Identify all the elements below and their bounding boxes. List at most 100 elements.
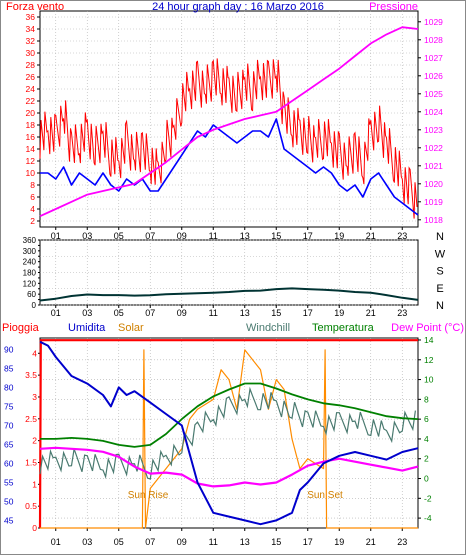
y-right-label-1027: 1027 [424,53,443,63]
pioggia-label-0.5: 0.5 [25,501,37,511]
x-tick-label-11: 11 [209,231,218,241]
temp-label-6: 6 [424,414,429,424]
temp-label-14: 14 [424,335,434,345]
y-left-label-32: 32 [26,36,36,46]
mid-y-label-360: 360 [23,236,37,245]
x-tick-label-03: 03 [82,537,92,547]
x-tick-label-01: 01 [51,537,61,547]
direction-label-3: E [436,283,443,295]
solar-line [40,349,418,529]
mid-y-label-180: 180 [23,269,37,278]
y-left-label-34: 34 [26,24,36,34]
x-tick-label-13: 13 [240,231,250,241]
humidity-line [39,340,419,526]
pioggia-axis: 0 0.5 1 1.5 2 2.5 3 3.5 4 [25,348,40,533]
x-tick-label-19: 19 [334,231,344,241]
y-left-label-36: 36 [26,12,36,22]
mid-y-label-240: 240 [23,258,37,267]
pioggia-label-1.5: 1.5 [25,457,37,467]
y-right-label-1028: 1028 [424,35,443,45]
x-tick-label-23: 23 [397,308,407,318]
umidita-label-75: 75 [4,401,14,411]
x-tick-label-21: 21 [366,308,376,318]
umidita-label-45: 45 [4,515,14,525]
legend-solar: Solar [118,322,144,334]
y-right-label-1026: 1026 [424,71,443,81]
x-tick-label-15: 15 [271,308,281,318]
y-left-label-2: 2 [30,216,35,226]
direction-label-1: W [435,248,446,260]
legend-temperatura: Temperatura [312,322,375,334]
mid-y-label-300: 300 [23,247,37,256]
legend-dewpoint: Dew Point (°C) [391,322,464,334]
mid-y-label-120: 120 [23,279,37,288]
legend-windchill: Windchill [246,322,290,334]
top-series [39,26,419,219]
y-right-label-1022: 1022 [424,143,443,153]
y-right-label-1019: 1019 [424,197,443,207]
umidita-axis: 45 50 55 60 65 70 75 80 85 90 [4,344,14,525]
x-tick-label-17: 17 [303,231,313,241]
y-right-label-1023: 1023 [424,125,443,135]
x-tick-label-03: 03 [82,231,92,241]
temp-label-0: 0 [424,474,429,484]
temp-label--2: -2 [424,493,432,503]
sun-set-label: Sun Set [307,490,343,501]
y-left-label-4: 4 [30,204,35,214]
x-tick-label-17: 17 [303,308,313,318]
umidita-label-90: 90 [4,344,14,354]
y-left-label-20: 20 [26,108,36,118]
bottom-grid [40,338,418,528]
mid-x-axis: 01 03 05 07 09 11 13 15 17 19 21 23 [51,305,407,318]
x-tick-label-01: 01 [51,231,61,241]
x-tick-label-17: 17 [303,537,313,547]
bottom-series [38,339,419,529]
umidita-label-50: 50 [4,496,14,506]
dewpoint-line [39,446,419,488]
x-tick-label-05: 05 [114,308,124,318]
x-tick-label-15: 15 [271,537,281,547]
pressure-line [39,26,419,218]
x-tick-label-09: 09 [177,231,187,241]
umidita-label-55: 55 [4,477,14,487]
temp-label-2: 2 [424,454,429,464]
x-tick-label-21: 21 [366,231,376,241]
umidita-label-65: 65 [4,439,14,449]
y-right-label-1021: 1021 [424,161,443,171]
top-x-axis: 01 03 05 07 09 11 13 15 17 19 21 23 [51,227,407,241]
x-tick-label-13: 13 [240,308,250,318]
y-left-label-6: 6 [30,192,35,202]
mid-y-label-0: 0 [32,301,37,310]
top-panel-frame [39,10,419,228]
x-tick-label-09: 09 [177,308,187,318]
y-right-label-1029: 1029 [424,17,443,27]
pioggia-label-0: 0 [32,523,37,533]
umidita-label-85: 85 [4,363,14,373]
top-right-axis: 1018 1019 1020 1021 1022 1023 1024 1025 1026 1027… [418,17,443,225]
pioggia-label-1: 1 [32,479,37,489]
y-right-label-1020: 1020 [424,179,443,189]
x-tick-label-01: 01 [51,308,61,318]
umidita-label-80: 80 [4,382,14,392]
y-left-label-30: 30 [26,48,36,58]
top-right-title: Pressione [369,1,418,13]
windchill-line [39,386,416,480]
temperature-axis: -4 -2 0 2 4 6 8 10 12 14 [418,335,434,523]
legend-umidita: Umidita [68,322,106,334]
temperature-line [40,382,419,448]
bottom-panel-frame [39,337,419,529]
x-tick-label-03: 03 [82,308,92,318]
pioggia-label-2: 2 [32,436,37,446]
x-tick-label-15: 15 [271,231,281,241]
direction-label-0: N [436,231,444,243]
wind-direction-line [39,287,419,302]
y-left-label-16: 16 [26,132,36,142]
y-right-label-1024: 1024 [424,107,443,117]
y-left-label-8: 8 [30,180,35,190]
mid-y-label-60: 60 [27,290,36,299]
wind-gust-line [39,58,418,219]
x-tick-label-09: 09 [177,537,187,547]
temp-label-4: 4 [424,434,429,444]
